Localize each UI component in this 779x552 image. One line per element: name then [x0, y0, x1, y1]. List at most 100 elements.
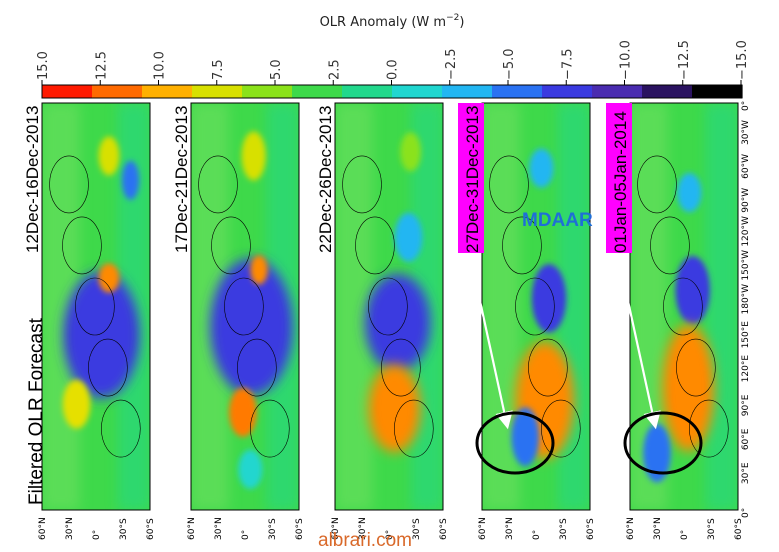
- lat-tick-label: 0°: [385, 530, 395, 540]
- contour-line: [250, 399, 290, 458]
- colorbar-tick-label: −12.5: [677, 40, 692, 80]
- colorbar-tick-label: 7.5: [211, 59, 226, 80]
- lat-tick-label: 0°: [680, 530, 690, 540]
- anomaly-blob: [662, 324, 715, 452]
- lat-tick-label: 30°N: [214, 517, 224, 540]
- anomaly-blob: [98, 263, 120, 293]
- colorbar-segment: [342, 85, 393, 98]
- lat-tick-label: 60°N: [478, 517, 488, 540]
- colorbar-segment: [192, 85, 243, 98]
- lon-tick-label: 0°: [741, 101, 751, 111]
- lat-tick-label: 60°S: [295, 518, 305, 540]
- lon-tick-label: 0°: [741, 508, 751, 518]
- contour-line: [502, 216, 542, 275]
- colorbar-tick-label: −7.5: [560, 48, 575, 80]
- panel-frame: [41, 102, 151, 511]
- lat-tick-label: 60°N: [331, 517, 341, 540]
- panel-date-label: 12Dec-16Dec-2013: [23, 106, 42, 253]
- lat-tick-label: 0°: [532, 530, 542, 540]
- anomaly-blob: [677, 173, 702, 213]
- highlight-circle: [475, 411, 555, 475]
- lon-tick-label: 150°E: [741, 321, 751, 349]
- colorbar-segment: [592, 85, 643, 98]
- panel-1: 60°N 30°N 0° 30°S 60°S 12Dec-16Dec-2013: [23, 102, 156, 540]
- contour-line: [75, 277, 115, 336]
- filtered-olr-forecast-label: Filtered OLR Forecast: [26, 317, 47, 505]
- contour-line: [541, 399, 581, 458]
- lat-tick-label: 30°S: [559, 518, 569, 540]
- anomaly-blob: [250, 255, 268, 285]
- colorbar-segment: [42, 85, 93, 98]
- panel-date-group: 27Dec-31Dec-2013: [458, 103, 484, 253]
- colorbar-segment: [142, 85, 193, 98]
- mdaar-annotation: MDAAR: [522, 210, 593, 231]
- contour-line: [211, 216, 251, 275]
- colorbar-tick-label: −5.0: [502, 48, 517, 80]
- contour-line: [528, 338, 568, 397]
- contour-line: [489, 155, 529, 214]
- lat-tick-label: 60°S: [439, 518, 449, 540]
- lat-tick-label: 60°N: [38, 517, 48, 540]
- anomaly-blob: [364, 273, 431, 372]
- arrow: [468, 254, 513, 430]
- contour-line: [368, 277, 408, 336]
- panel-frame: [334, 102, 444, 511]
- anomaly-blob: [238, 449, 263, 489]
- contour-line: [237, 338, 277, 397]
- colorbar-segment: [492, 85, 543, 98]
- lon-tick-label: 150°W: [741, 250, 751, 281]
- colorbar: [41, 80, 743, 99]
- contour-line: [49, 155, 89, 214]
- panel-3: 60°N 30°N 0° 30°S 60°S 22Dec-26Dec-2013: [316, 102, 449, 540]
- contour-line: [355, 216, 395, 275]
- contour-line: [515, 277, 555, 336]
- lon-tick-label: 120°E: [741, 355, 751, 383]
- lat-tick-label: 0°: [92, 530, 102, 540]
- colorbar-segment: [542, 85, 593, 98]
- contour-line: [394, 399, 434, 458]
- lon-tick-label: 60°W: [741, 154, 751, 179]
- contour-line: [637, 155, 677, 214]
- colorbar-tick-label: −10.0: [619, 40, 634, 80]
- colorbar-segment: [292, 85, 343, 98]
- colorbar-tick-label: 0.0: [386, 59, 401, 80]
- lat-tick-label: 30°N: [653, 517, 663, 540]
- lat-tick-label: 30°N: [505, 517, 515, 540]
- colorbar-segment: [92, 85, 143, 98]
- panel-frame: [190, 102, 300, 511]
- olr-field: [42, 103, 150, 510]
- anomaly-blob: [121, 160, 140, 200]
- contour-line: [689, 399, 729, 458]
- contour-line: [88, 338, 128, 397]
- panel-date-label: 01Jan-05Jan-2014: [611, 111, 630, 253]
- contour-line: [342, 155, 382, 214]
- colorbar-title: OLR Anomaly (W m−2): [320, 13, 465, 30]
- anomaly-blob: [229, 387, 257, 437]
- lat-tick-label: 60°S: [734, 518, 744, 540]
- lon-tick-label: 90°E: [741, 394, 751, 416]
- contour-line: [101, 399, 141, 458]
- lon-tick-label: 30°W: [741, 120, 751, 145]
- lat-tick-label: 60°N: [187, 517, 197, 540]
- anomaly-blob: [511, 407, 540, 467]
- lon-tick-label: 60°E: [741, 428, 751, 450]
- lat-tick-label: 30°N: [358, 517, 368, 540]
- contour-line: [62, 216, 102, 275]
- panel-date-label: 27Dec-31Dec-2013: [463, 106, 482, 253]
- anomaly-blob: [62, 379, 91, 429]
- anomaly-blob: [98, 136, 120, 176]
- panel-date-label: 17Dec-21Dec-2013: [172, 106, 191, 253]
- olr-field: [482, 103, 590, 510]
- anomaly-blob: [531, 264, 567, 333]
- colorbar-tick-label: 12.5: [94, 51, 109, 80]
- contour-line: [224, 277, 264, 336]
- lon-tick-label: 30°E: [741, 462, 751, 484]
- olr-field: [630, 103, 738, 510]
- lat-tick-label: 30°S: [268, 518, 278, 540]
- olr-field: [191, 103, 299, 510]
- panel-date-group: 22Dec-26Dec-2013: [316, 106, 335, 253]
- lat-tick-label: 60°S: [146, 518, 156, 540]
- lat-tick-label: 30°S: [119, 518, 129, 540]
- lat-tick-label: 60°N: [626, 517, 636, 540]
- colorbar-segment: [242, 85, 293, 98]
